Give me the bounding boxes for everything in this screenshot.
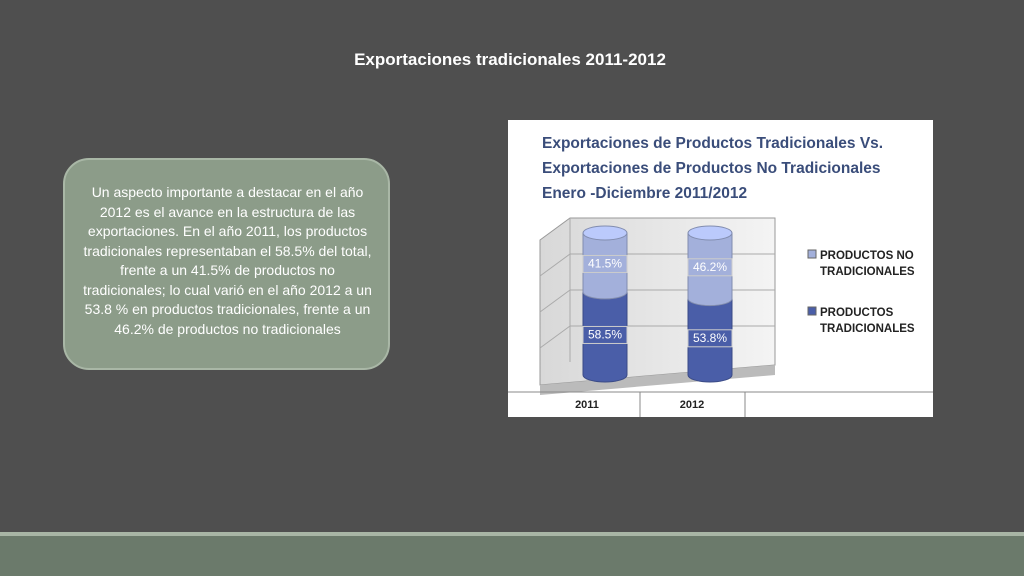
chart-title: Exportaciones de Productos Tradicionales…: [542, 135, 884, 202]
text-box-text: Un aspecto importante a destacar en el a…: [83, 184, 372, 337]
value-label-box: [687, 258, 733, 277]
cylinder-segment: [582, 232, 628, 300]
x-tick-label: 2011: [575, 399, 599, 411]
slide-title: Exportaciones tradicionales 2011-2012: [354, 50, 666, 69]
value-label-box: [582, 254, 628, 273]
legend-label: PRODUCTOS NO TRADICIONALES: [820, 250, 915, 278]
x-tick-label: 2012: [680, 399, 704, 411]
value-label-box: [687, 329, 733, 348]
value-label: 53.8%: [693, 331, 727, 345]
text-box: [63, 158, 390, 370]
legend-swatch: [807, 249, 817, 259]
cylinder-cap: [582, 225, 628, 241]
value-label: 58.5%: [588, 328, 622, 342]
cylinder-segment: [687, 232, 733, 307]
wall-line: [539, 325, 571, 349]
value-label: 46.2%: [693, 260, 727, 274]
value-label-box: [582, 325, 628, 344]
cylinder-cap: [687, 225, 733, 241]
wall-line: [539, 253, 571, 277]
value-label: 41.5%: [588, 257, 622, 271]
legend-swatch: [807, 306, 817, 316]
wall-line: [539, 289, 571, 313]
footer-band: [0, 536, 1024, 576]
footer-line: [0, 532, 1024, 536]
cylinder-segment: [582, 291, 628, 383]
legend-label: PRODUCTOS TRADICIONALES: [820, 307, 915, 335]
cylinder-segment: [687, 298, 733, 383]
back-wall: [539, 217, 776, 386]
